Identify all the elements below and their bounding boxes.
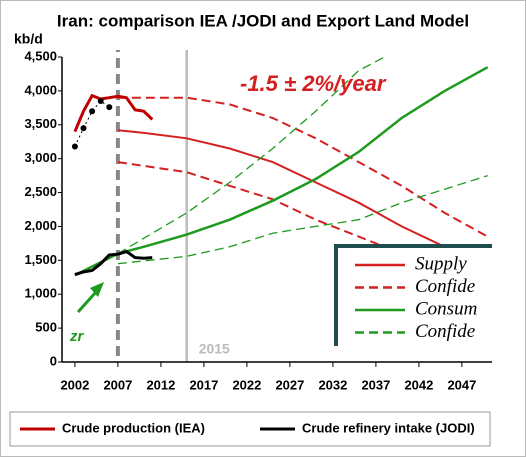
legend-label: Confide <box>415 321 475 342</box>
bottom-legend <box>9 411 491 447</box>
series-line <box>74 100 110 147</box>
x-tick-label: 2012 <box>146 377 175 392</box>
annotation: zr <box>69 328 85 345</box>
y-tick-label: 1,000 <box>24 286 57 301</box>
x-tick-label: 2017 <box>189 377 218 392</box>
legend-label: Crude refinery intake (JODI) <box>302 420 475 435</box>
annotation: 2015 <box>199 341 230 357</box>
plot-area: 2015 zr <box>69 50 489 362</box>
y-tick-label: 3,000 <box>24 150 57 165</box>
x-tick-label: 2047 <box>447 377 476 392</box>
data-point <box>97 98 104 105</box>
data-point <box>80 125 87 132</box>
data-point <box>106 104 113 111</box>
x-tick-label: 2042 <box>404 377 433 392</box>
y-tick-label: 1,500 <box>24 252 57 267</box>
x-tick-label: 2027 <box>275 377 304 392</box>
series-line <box>74 66 489 277</box>
series-line <box>117 56 385 255</box>
series-line <box>73 93 154 133</box>
series-line <box>117 129 489 269</box>
y-tick-label: 500 <box>35 320 57 335</box>
annotation: -1.5 ± 2%/year <box>240 71 387 96</box>
data-point <box>71 143 78 150</box>
x-tick-label: 2007 <box>103 377 132 392</box>
y-tick-label: 3,500 <box>24 116 57 131</box>
legend-label: Confide <box>415 276 475 297</box>
legend-label: Crude production (IEA) <box>62 420 205 435</box>
series-line <box>117 96 489 238</box>
arrow <box>76 290 98 314</box>
y-tick-label: 2,500 <box>24 184 57 199</box>
y-tick-label: 4,500 <box>24 48 57 63</box>
arrow-head <box>90 282 104 297</box>
chart-title: Iran: comparison IEA /JODI and Export La… <box>57 11 469 30</box>
legend-label: Supply <box>415 253 467 274</box>
x-tick-label: 2002 <box>60 377 89 392</box>
y-tick-label: 2,000 <box>24 218 57 233</box>
series-line <box>74 249 153 277</box>
y-axis-label: kb/d <box>14 31 43 47</box>
legend-label: Consum <box>415 298 477 319</box>
series-line <box>117 174 488 265</box>
x-tick-label: 2037 <box>361 377 390 392</box>
y-tick-label: 0 <box>50 353 57 368</box>
data-point <box>89 108 96 115</box>
y-tick-label: 4,000 <box>24 82 57 97</box>
x-tick-label: 2032 <box>318 377 347 392</box>
x-tick-label: 2022 <box>232 377 261 392</box>
